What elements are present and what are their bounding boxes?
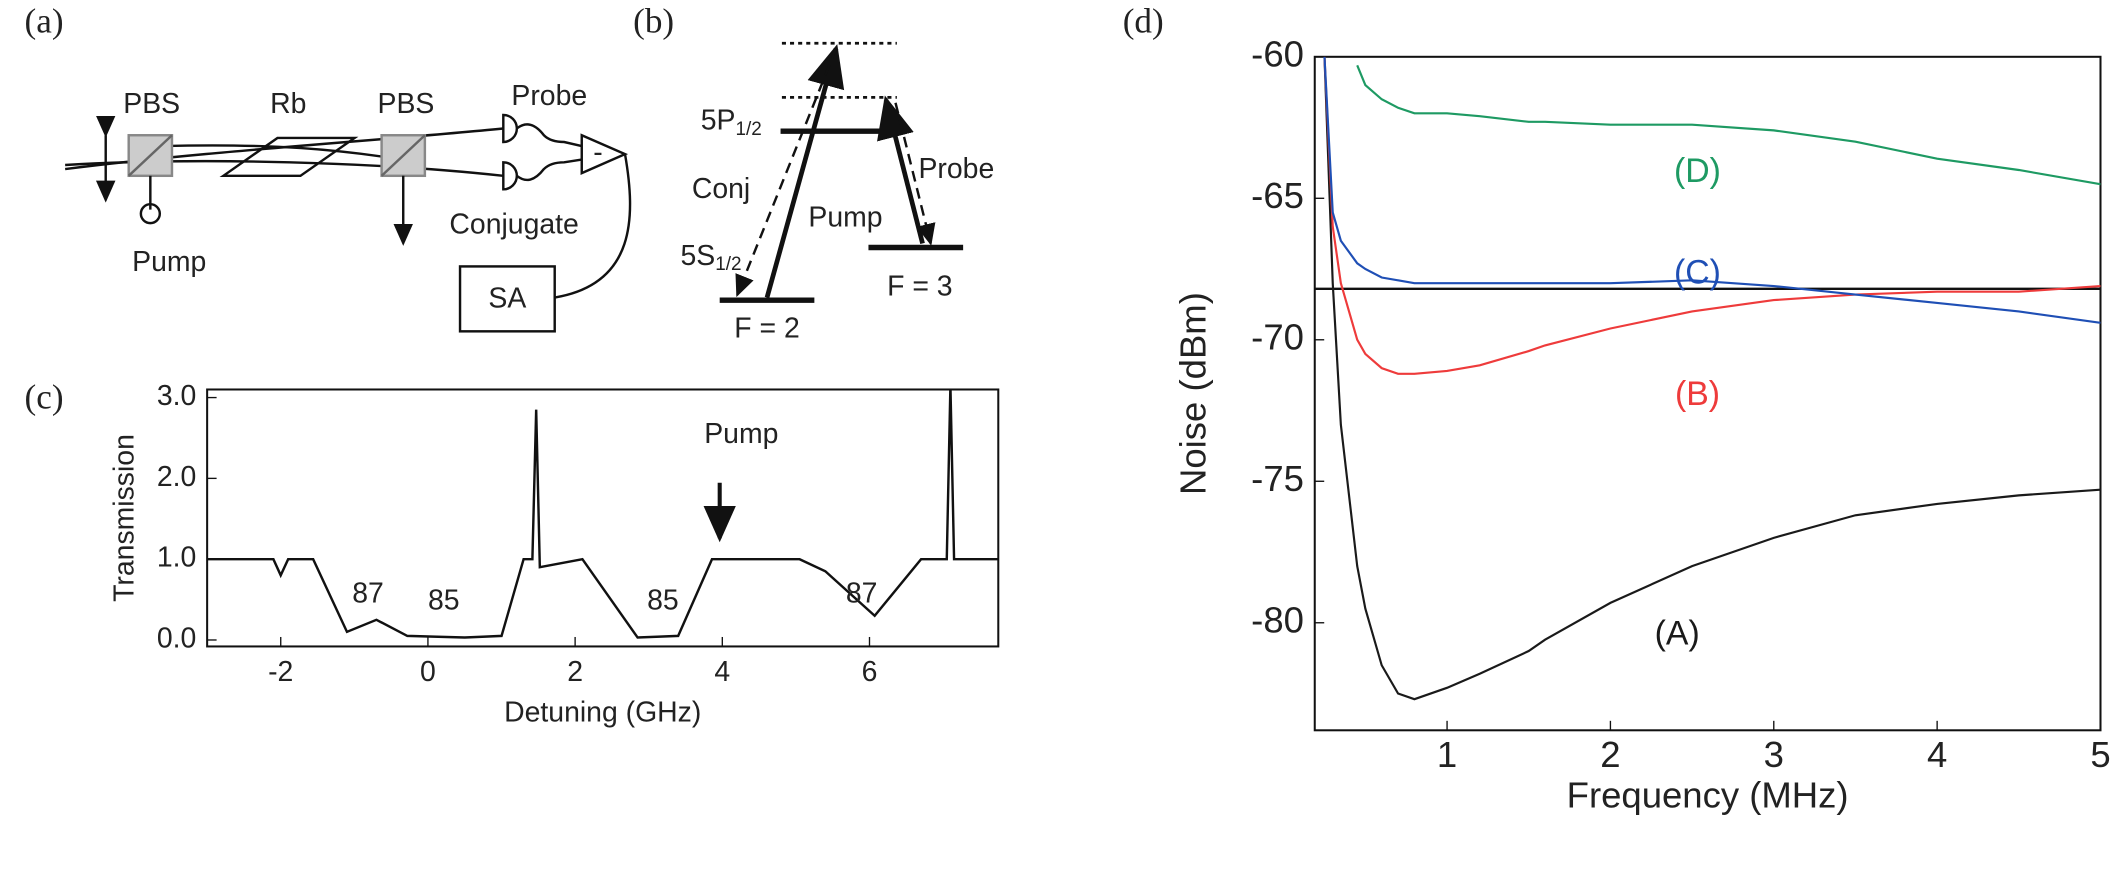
panel-label: (c) xyxy=(25,377,64,416)
label: SA xyxy=(488,283,526,315)
x-tick-label: 4 xyxy=(714,656,730,688)
label: Conj xyxy=(692,173,750,205)
label: Rb xyxy=(270,88,306,120)
label: Probe xyxy=(511,80,587,112)
y-tick-label: 0.0 xyxy=(157,622,196,654)
y-tick-label: -65 xyxy=(1251,175,1304,216)
data-line xyxy=(207,389,999,639)
level-sub: 1/2 xyxy=(735,119,761,140)
label: PBS xyxy=(378,88,435,120)
panel-label: (a) xyxy=(25,1,64,40)
x-tick-label: 2 xyxy=(1600,734,1620,775)
x-axis-label: Frequency (MHz) xyxy=(1567,775,1849,816)
annotation: 85 xyxy=(428,584,460,616)
x-axis-label: Detuning (GHz) xyxy=(504,697,701,729)
label: F = 2 xyxy=(734,312,799,344)
y-axis-label: Noise (dBm) xyxy=(1172,292,1213,495)
y-tick-label: 3.0 xyxy=(157,380,196,412)
series-label: (C) xyxy=(1674,253,1721,291)
plot-frame xyxy=(1313,55,2102,732)
y-tick-label: -60 xyxy=(1251,33,1304,74)
x-tick-label: 0 xyxy=(420,656,436,688)
y-tick-label: -70 xyxy=(1251,316,1304,357)
level-main: 5P xyxy=(701,104,736,136)
level-sub: 1/2 xyxy=(715,254,741,275)
x-tick-label: 6 xyxy=(862,656,878,688)
x-tick-label: 2 xyxy=(567,656,583,688)
label: PBS xyxy=(123,88,180,120)
plot-frame xyxy=(206,388,1000,648)
series-label: (B) xyxy=(1675,375,1720,413)
annotation: Pump xyxy=(704,418,778,450)
label: Conjugate xyxy=(449,208,578,240)
y-tick-label: -80 xyxy=(1251,599,1304,640)
data-line xyxy=(1323,56,2101,701)
x-tick-label: 1 xyxy=(1437,734,1457,775)
y-tick-label: 2.0 xyxy=(157,461,196,493)
data-line xyxy=(1356,64,2101,186)
panel-label: (d) xyxy=(1123,1,1164,40)
data-line xyxy=(1323,56,2101,324)
label: Probe xyxy=(918,153,994,185)
y-tick-label: 1.0 xyxy=(157,542,196,574)
data-line xyxy=(1323,56,2101,375)
label: Pump xyxy=(808,202,882,234)
x-tick-label: 5 xyxy=(2090,734,2110,775)
label: - xyxy=(593,137,602,169)
y-axis-label: Transmission xyxy=(108,434,140,602)
annotation: 87 xyxy=(352,578,384,610)
panel-label: (b) xyxy=(633,1,674,40)
annotation: 87 xyxy=(846,578,878,610)
series-label: (A) xyxy=(1655,615,1700,653)
level-label: 5P1/2 xyxy=(701,104,762,140)
label: Pump xyxy=(132,246,206,278)
label: F = 3 xyxy=(887,271,952,303)
level-diagram xyxy=(719,41,964,303)
setup-diagram xyxy=(64,113,632,333)
level-main: 5S xyxy=(680,239,715,271)
annotation: 85 xyxy=(647,584,679,616)
x-tick-label: -2 xyxy=(268,656,293,688)
series-label: (D) xyxy=(1674,152,1721,190)
y-tick-label: -75 xyxy=(1251,458,1304,499)
x-tick-label: 4 xyxy=(1927,734,1947,775)
level-label: 5S1/2 xyxy=(680,239,741,275)
x-tick-label: 3 xyxy=(1764,734,1784,775)
